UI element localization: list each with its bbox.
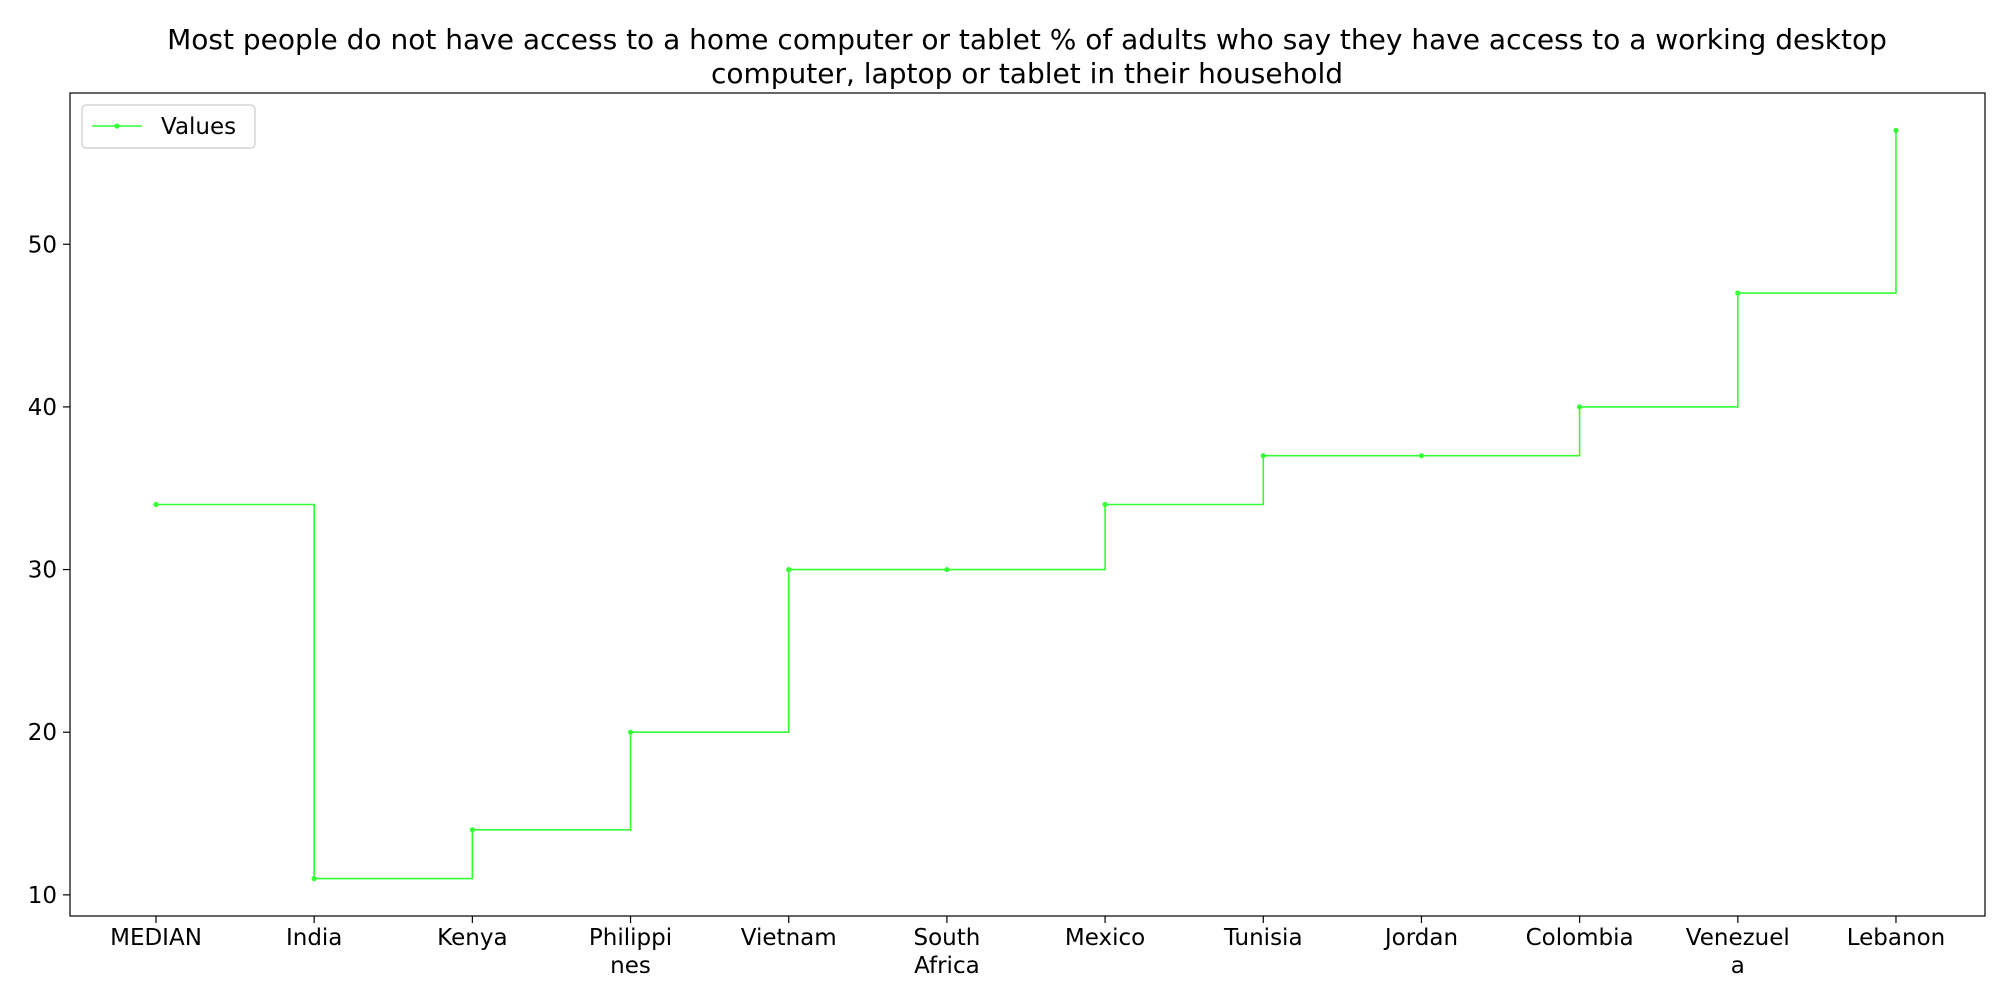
x-tick-label: Jordan <box>1383 925 1458 951</box>
x-tick-label: Venezuel a <box>1686 925 1790 979</box>
data-point <box>1260 453 1266 459</box>
x-tick-label: Vietnam <box>741 925 837 951</box>
legend-label: Values <box>161 114 236 140</box>
x-tick-label-line: Vietnam <box>741 925 837 951</box>
y-axis: 10 20 30 40 50 <box>28 232 70 909</box>
data-point <box>1418 453 1425 459</box>
data-point <box>627 729 634 735</box>
data-point <box>1893 127 1899 134</box>
data-point <box>469 827 475 833</box>
x-tick-label: Mexico <box>1065 925 1145 951</box>
y-tick-label: 20 <box>28 720 57 746</box>
y-tick-label: 10 <box>28 883 57 909</box>
x-tick-label-line: nes <box>610 953 651 979</box>
x-tick-label-line: Philippi <box>589 925 672 951</box>
y-tick-label: 50 <box>28 232 57 258</box>
x-tick-label: Lebanon <box>1847 925 1945 951</box>
data-point <box>944 566 950 573</box>
x-tick-label-line: Kenya <box>437 925 507 951</box>
x-tick-label-line: Venezuel <box>1686 925 1790 951</box>
legend-marker <box>114 123 120 129</box>
x-tick-label: Tunisia <box>1223 925 1303 951</box>
x-tick-label-line: Jordan <box>1383 925 1458 951</box>
chart-title-line: computer, laptop or tablet in their hous… <box>711 57 1343 90</box>
y-tick-label: 40 <box>28 395 57 421</box>
data-point <box>1735 290 1741 296</box>
x-tick-label: India <box>286 925 342 951</box>
series-step-line <box>156 130 1897 880</box>
x-tick-label-line: MEDIAN <box>110 925 202 951</box>
data-point <box>1577 404 1583 410</box>
x-tick-label-line: Tunisia <box>1223 925 1303 951</box>
data-point <box>786 566 792 573</box>
x-tick-label-line: a <box>1731 953 1745 979</box>
x-tick-label-line: South <box>913 925 980 951</box>
x-tick-label-line: India <box>286 925 342 951</box>
chart-title-line: Most people do not have access to a home… <box>167 23 1887 56</box>
x-tick-label: Philippi nes <box>589 925 672 979</box>
x-tick-label: South Africa <box>913 925 980 979</box>
x-tick-label-line: Africa <box>914 953 980 979</box>
data-point <box>1102 501 1108 508</box>
series-layer <box>153 127 1899 882</box>
x-tick-label: MEDIAN <box>110 925 202 951</box>
plot-area-frame <box>69 92 1986 917</box>
legend-box <box>81 104 256 149</box>
data-point <box>153 501 159 508</box>
data-point <box>311 875 317 882</box>
x-tick-label-line: Lebanon <box>1847 925 1945 951</box>
x-tick-label-line: Mexico <box>1065 925 1145 951</box>
x-axis: MEDIAN India Kenya Philippi nes Vietnam South A… <box>110 916 1945 979</box>
y-tick-label: 30 <box>28 558 57 584</box>
x-tick-label-line: Colombia <box>1526 925 1634 951</box>
x-tick-label: Colombia <box>1526 925 1634 951</box>
x-tick-label: Kenya <box>437 925 507 951</box>
legend: Values <box>81 104 256 149</box>
chart-title-group: Most people do not have access to a home… <box>167 23 1887 90</box>
